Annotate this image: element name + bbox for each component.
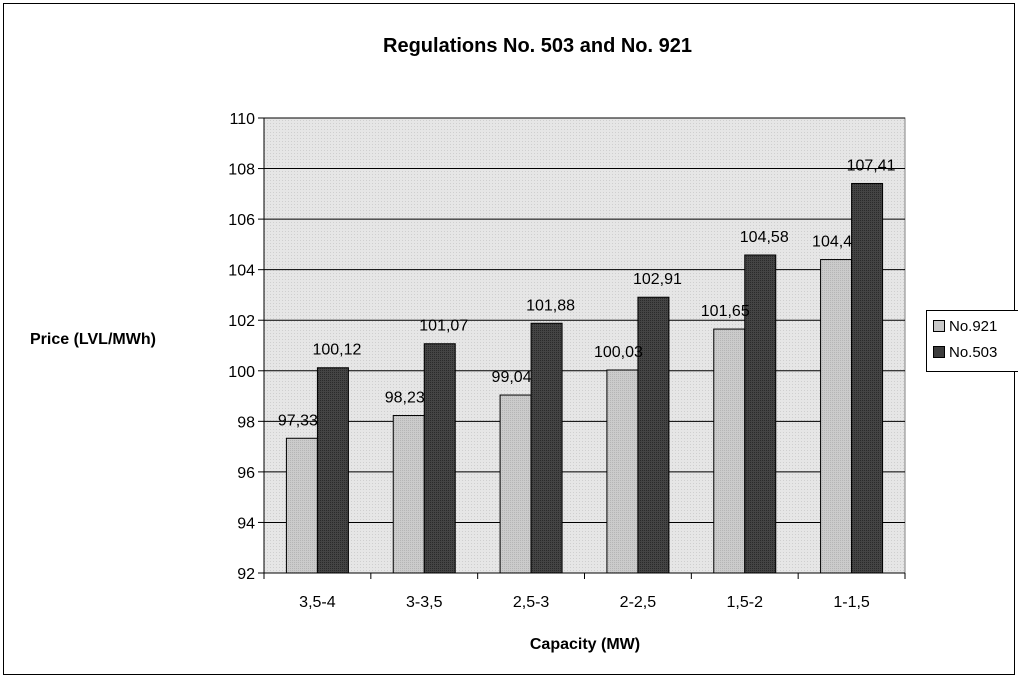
y-tick-label-98: 98 <box>237 414 255 431</box>
y-axis-label: Price (LVL/MWh) <box>30 331 156 348</box>
x-axis-label: Capacity (MW) <box>529 636 641 653</box>
data-label-no921-4: 101,65 <box>701 303 750 320</box>
bar-no921-1 <box>392 415 425 574</box>
y-tick-label-104: 104 <box>228 263 255 280</box>
y-tick-label-96: 96 <box>237 465 255 482</box>
y-tick-label-106: 106 <box>228 212 255 229</box>
data-label-no503-5: 107,41 <box>847 157 896 174</box>
data-label-no921-0: 97,33 <box>278 412 318 429</box>
x-tick-label-4: 1,5-2 <box>727 594 764 611</box>
bar-no921-2 <box>499 394 532 574</box>
legend-swatch-no503 <box>933 346 945 358</box>
legend-swatch-no921 <box>933 320 945 332</box>
data-labels: 97,33 100,12 98,23 101,07 99,04 101,88 100,03 1… <box>278 157 896 429</box>
bar-no503-1 <box>423 343 456 574</box>
x-tick-label-1: 3-3,5 <box>406 594 443 611</box>
y-tick-label-110: 110 <box>229 111 255 128</box>
bar-no503-0 <box>316 367 349 574</box>
chart-title: Regulations No. 503 and No. 921 <box>383 35 692 57</box>
bar-no921-4 <box>713 328 746 574</box>
data-label-no503-1: 101,07 <box>419 318 468 335</box>
data-label-no503-4: 104,58 <box>740 229 789 246</box>
y-tick-label-92: 92 <box>237 566 255 583</box>
bar-no503-3 <box>637 296 670 574</box>
data-label-no921-2: 99,04 <box>492 369 532 386</box>
gridlines <box>264 117 905 523</box>
data-label-no921-5: 104,4 <box>812 234 852 251</box>
y-tick-label-102: 102 <box>228 313 255 330</box>
legend-item-no503: No.503 <box>933 344 997 361</box>
data-label-no503-2: 101,88 <box>526 297 575 314</box>
y-tick-label-100: 100 <box>228 364 255 381</box>
bar-no503-5 <box>851 182 884 574</box>
bar-no921-3 <box>606 369 639 574</box>
legend: No.921 No.503 <box>926 310 1018 372</box>
data-label-no921-1: 98,23 <box>385 390 425 407</box>
data-label-no503-3: 102,91 <box>633 271 682 288</box>
y-tick-label-94: 94 <box>237 515 255 532</box>
bar-no921-5 <box>820 259 853 574</box>
legend-item-no921: No.921 <box>933 318 997 335</box>
x-tick-label-5: 1-1,5 <box>833 594 870 611</box>
x-tick-label-0: 3,5-4 <box>299 594 336 611</box>
bar-no921-0 <box>285 437 318 574</box>
data-label-no921-3: 100,03 <box>594 344 643 361</box>
x-tick-label-3: 2-2,5 <box>620 594 657 611</box>
legend-label-no921: No.921 <box>949 318 998 335</box>
x-tick-label-2: 2,5-3 <box>513 594 550 611</box>
data-label-no503-0: 100,12 <box>312 342 361 359</box>
axes: 92 94 96 98 100 102 104 106 108 110 3,5-4 3-3,5 2,5-… <box>228 111 906 611</box>
bar-no503-2 <box>530 322 563 574</box>
legend-label-no503: No.503 <box>949 344 998 361</box>
bar-no503-4 <box>744 254 777 574</box>
y-tick-label-108: 108 <box>228 162 255 179</box>
